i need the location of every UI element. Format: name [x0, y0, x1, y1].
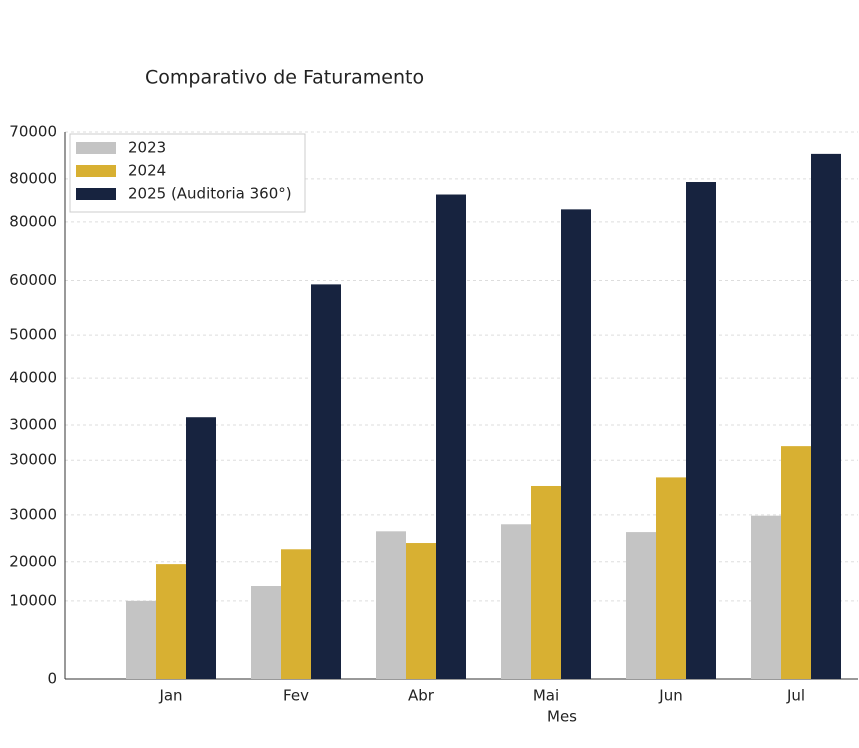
- bar: [126, 600, 156, 679]
- x-tick-label: Abr: [408, 687, 435, 705]
- bar: [781, 446, 811, 679]
- y-tick-label: 30000: [9, 451, 57, 469]
- y-tick-label: 70000: [9, 123, 57, 141]
- bar: [501, 524, 531, 679]
- y-tick-label: 10000: [9, 591, 57, 609]
- bar: [406, 543, 436, 679]
- x-tick-label: Jan: [158, 687, 182, 705]
- x-tick-label: Mai: [533, 687, 559, 705]
- bar: [811, 153, 841, 679]
- y-tick-label: 30000: [9, 505, 57, 523]
- bar: [656, 477, 686, 679]
- bar: [376, 531, 406, 679]
- chart-title: Comparativo de Faturamento: [145, 67, 424, 89]
- bar: [156, 564, 186, 679]
- legend-label: 2025 (Auditoria 360°): [128, 185, 292, 203]
- y-tick-label: 0: [47, 670, 57, 688]
- y-tick-label: 40000: [9, 369, 57, 387]
- y-tick-label: 50000: [9, 326, 57, 344]
- legend-label: 2024: [128, 162, 166, 180]
- legend-swatch: [76, 165, 116, 177]
- x-tick-label: Fev: [283, 687, 309, 705]
- bar: [436, 194, 466, 679]
- legend-label: 2023: [128, 139, 166, 157]
- bar: [186, 417, 216, 679]
- y-tick-label: 80000: [9, 169, 57, 187]
- x-axis-label: Mes: [547, 708, 577, 726]
- legend-swatch: [76, 188, 116, 200]
- y-tick-label: 80000: [9, 212, 57, 230]
- bar: [281, 549, 311, 679]
- bar: [686, 182, 716, 680]
- y-tick-label: 30000: [9, 416, 57, 434]
- y-tick-label: 60000: [9, 271, 57, 289]
- bar: [626, 532, 656, 679]
- bar: [561, 209, 591, 679]
- bar: [251, 586, 281, 679]
- bar: [311, 284, 341, 679]
- bar: [531, 485, 561, 679]
- legend-swatch: [76, 142, 116, 154]
- x-tick-label: Jun: [658, 687, 682, 705]
- bar: [751, 515, 781, 679]
- y-tick-label: 20000: [9, 552, 57, 570]
- x-tick-label: Jul: [786, 687, 805, 705]
